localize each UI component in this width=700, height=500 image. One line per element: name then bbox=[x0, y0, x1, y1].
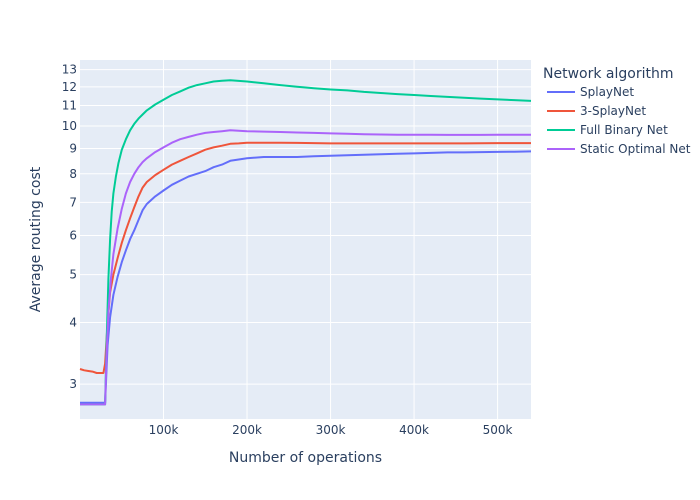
legend-label-full-binary-net: Full Binary Net bbox=[580, 123, 668, 137]
legend-title: Network algorithm bbox=[543, 66, 673, 82]
grid-lines bbox=[80, 60, 531, 419]
y-tick-label: 8 bbox=[69, 167, 77, 181]
y-axis-title: Average routing cost bbox=[28, 166, 44, 312]
series-line-static-optimal-net bbox=[80, 129, 531, 406]
legend: Network algorithm SplayNet 3-SplayNet Full… bbox=[543, 66, 691, 156]
legend-label-splaynet: SplayNet bbox=[580, 85, 634, 99]
y-tick-label: 9 bbox=[69, 142, 77, 156]
y-tick-label: 3 bbox=[69, 377, 77, 391]
y-axis-ticks: 3 4 5 6 7 8 9 10 11 12 13 bbox=[62, 63, 77, 391]
y-tick-label: 12 bbox=[62, 80, 77, 94]
legend-label-static-optimal-net: Static Optimal Net bbox=[580, 142, 691, 156]
x-tick-label: 300k bbox=[316, 423, 346, 437]
y-tick-label: 5 bbox=[69, 268, 77, 282]
x-tick-label: 500k bbox=[483, 423, 513, 437]
x-tick-label: 100k bbox=[149, 423, 179, 437]
series-line-full-binary-net bbox=[80, 79, 532, 406]
y-tick-label: 6 bbox=[69, 228, 77, 242]
y-tick-label: 4 bbox=[69, 315, 77, 329]
plot-background bbox=[80, 60, 531, 419]
y-tick-label: 13 bbox=[62, 63, 77, 77]
x-tick-label: 400k bbox=[399, 423, 429, 437]
series-line-splaynet bbox=[80, 150, 532, 404]
y-tick-label: 7 bbox=[69, 195, 77, 209]
legend-label-3-splaynet: 3-SplayNet bbox=[580, 104, 646, 118]
x-axis-ticks: 100k 200k 300k 400k 500k bbox=[149, 423, 513, 437]
series-line-3-splaynet bbox=[79, 141, 531, 374]
y-tick-label: 11 bbox=[62, 99, 77, 113]
y-tick-label: 10 bbox=[62, 119, 77, 133]
x-tick-label: 200k bbox=[232, 423, 262, 437]
series-lines bbox=[79, 79, 532, 406]
x-axis-title: Number of operations bbox=[229, 450, 382, 466]
